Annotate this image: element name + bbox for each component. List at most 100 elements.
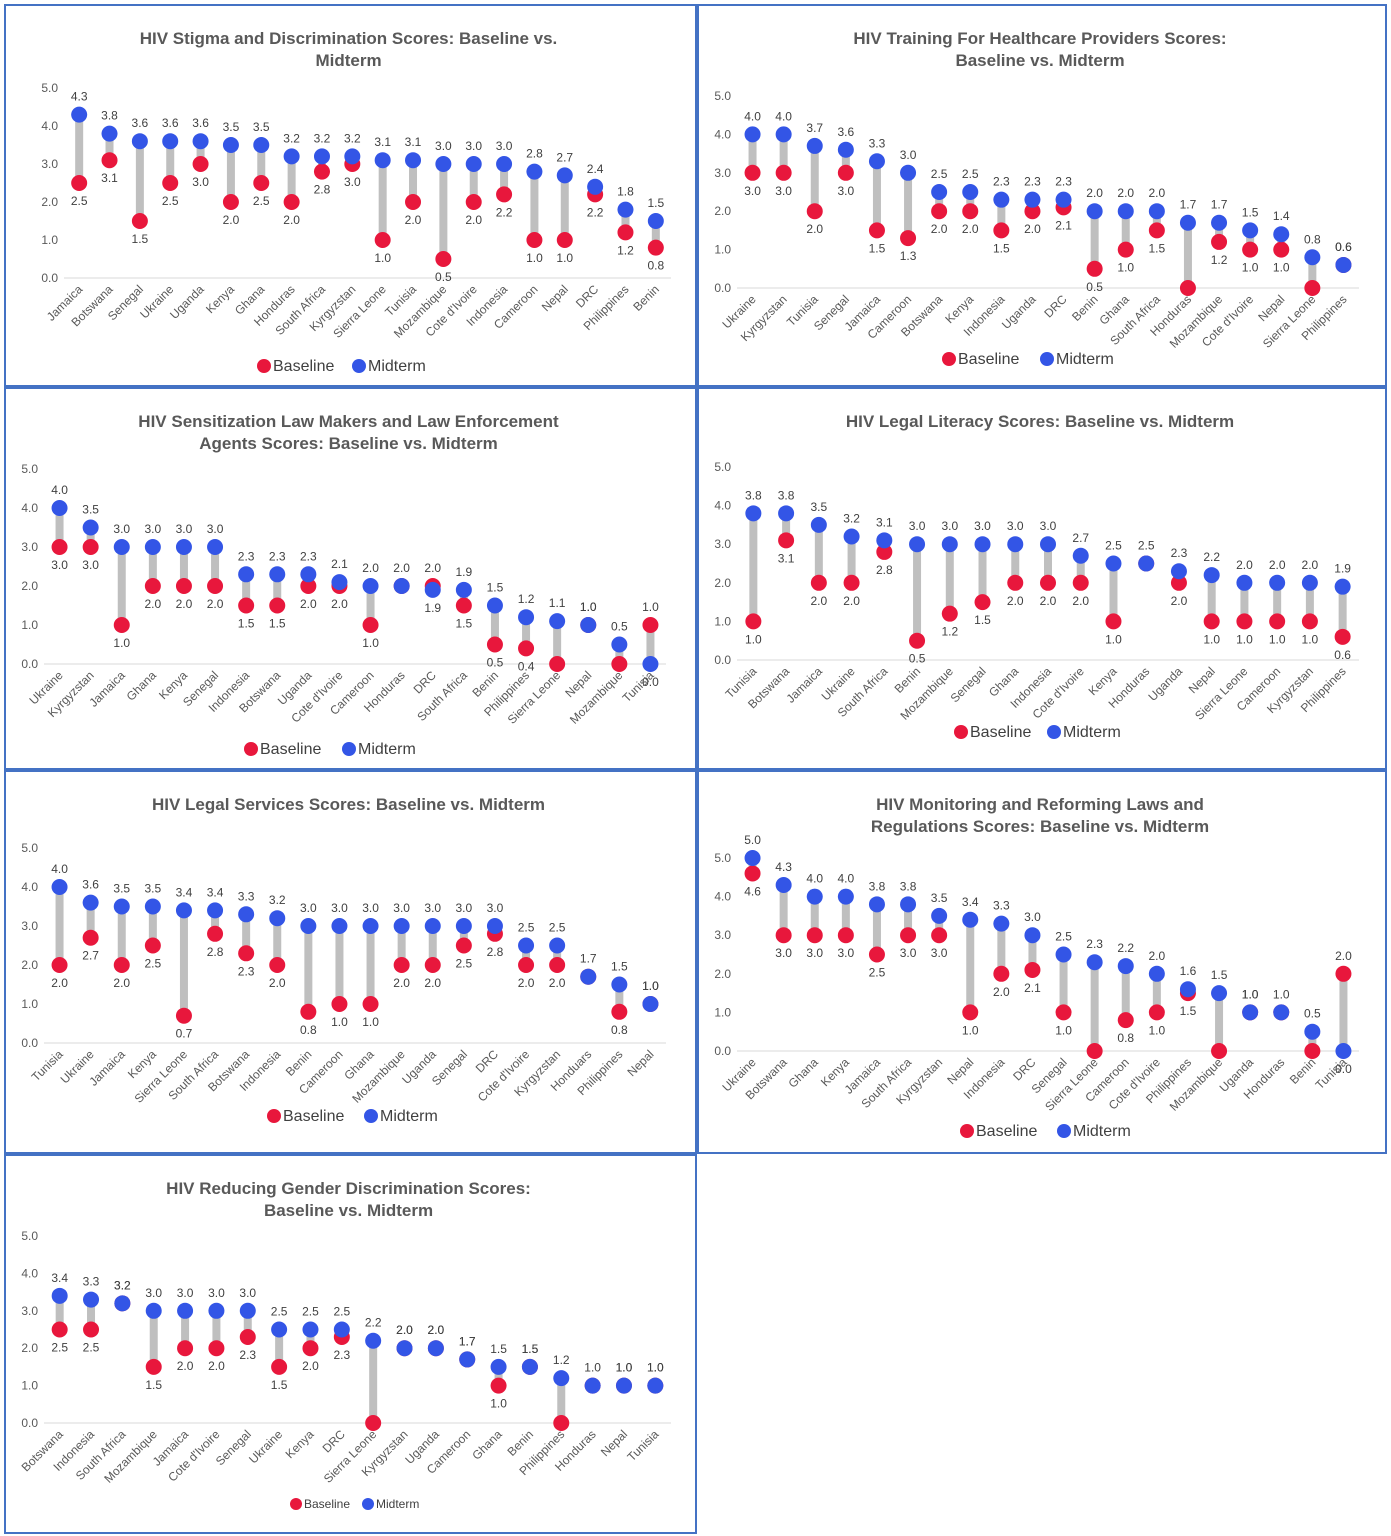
midterm-point: [362, 918, 379, 934]
legend-baseline-label: Baseline: [260, 741, 321, 758]
midterm-point: [647, 213, 664, 229]
baseline-data-label: 2.2: [587, 205, 604, 219]
baseline-point: [302, 1340, 319, 1357]
midterm-data-label: 3.1: [405, 135, 422, 149]
midterm-data-label: 3.0: [145, 522, 162, 536]
midterm-point: [271, 1321, 288, 1338]
baseline-point: [647, 239, 664, 256]
baseline-data-label: 2.0: [424, 561, 441, 575]
baseline-data-label: 2.5: [83, 1341, 100, 1355]
y-tick-label: 1.0: [714, 614, 731, 628]
baseline-data-label: 0.5: [1086, 280, 1103, 294]
baseline-data-label: 3.0: [900, 946, 917, 960]
baseline-data-label: 2.0: [396, 1323, 413, 1337]
midterm-data-label: 3.5: [810, 500, 827, 514]
midterm-data-label: 3.4: [962, 895, 979, 909]
baseline-point: [455, 597, 472, 614]
legend-midterm-marker: [1047, 725, 1061, 739]
y-tick-label: 4.0: [41, 119, 58, 133]
midterm-point: [1273, 1004, 1290, 1021]
baseline-point: [868, 946, 885, 963]
baseline-data-label: 2.8: [314, 183, 331, 197]
baseline-data-label: 2.0: [145, 597, 162, 611]
y-tick-label: 2.0: [714, 204, 731, 218]
midterm-data-label: 3.3: [238, 889, 255, 903]
midterm-point: [837, 141, 854, 158]
midterm-point: [365, 1332, 382, 1349]
chart-panel-training: HIV Training For Healthcare Providers Sc…: [697, 4, 1387, 387]
legend-baseline-marker: [257, 359, 271, 373]
baseline-data-label: 1.5: [522, 1342, 539, 1356]
baseline-data-label: 1.5: [1180, 1004, 1197, 1018]
midterm-data-label: 1.4: [1273, 209, 1290, 223]
baseline-data-label: 2.0: [208, 1359, 225, 1373]
midterm-point: [1334, 578, 1351, 595]
y-tick-label: 0.0: [714, 1044, 731, 1058]
midterm-point: [435, 156, 452, 172]
baseline-data-label: 1.0: [1117, 261, 1134, 275]
midterm-point: [222, 137, 239, 153]
midterm-data-label: 1.7: [1211, 198, 1228, 212]
y-tick-label: 5.0: [21, 462, 38, 476]
y-tick-label: 4.0: [21, 501, 38, 515]
midterm-point: [1055, 191, 1072, 208]
baseline-data-label: 3.2: [114, 1278, 131, 1292]
baseline-point: [162, 175, 179, 191]
y-tick-label: 4.0: [714, 890, 731, 904]
baseline-data-label: 2.1: [1055, 218, 1072, 232]
baseline-data-label: 3.0: [806, 946, 823, 960]
baseline-point: [837, 164, 854, 181]
midterm-data-label: 1.7: [459, 1334, 476, 1348]
midterm-data-label: 1.5: [647, 196, 664, 210]
midterm-point: [455, 581, 472, 598]
baseline-point: [993, 965, 1010, 982]
midterm-data-label: 1.0: [580, 600, 597, 614]
baseline-point: [175, 578, 192, 594]
chart-title: HIV Stigma and Discrimination Scores: Ba…: [140, 29, 558, 48]
y-tick-label: 5.0: [41, 81, 58, 95]
baseline-data-label: 4.6: [744, 884, 761, 898]
baseline-data-label: 3.0: [775, 184, 792, 198]
midterm-point: [300, 566, 317, 583]
midterm-data-label: 3.0: [176, 522, 193, 536]
midterm-data-label: 2.2: [1117, 941, 1134, 955]
baseline-point: [1086, 1043, 1103, 1059]
baseline-data-label: 2.0: [1335, 949, 1352, 963]
midterm-data-label: 2.7: [556, 150, 573, 164]
chart-svg: HIV Training For Healthcare Providers Sc…: [714, 29, 1359, 368]
baseline-data-label: 1.0: [1149, 1023, 1166, 1037]
midterm-point: [1179, 214, 1196, 231]
y-tick-label: 0.0: [21, 1036, 38, 1050]
x-category-label: Senegal: [213, 1427, 254, 1468]
baseline-data-label: 2.0: [223, 213, 240, 227]
baseline-point: [1301, 613, 1318, 630]
baseline-point: [526, 232, 543, 248]
midterm-data-label: 2.0: [1117, 186, 1134, 200]
baseline-data-label: 1.5: [1149, 241, 1166, 255]
y-tick-label: 2.0: [21, 579, 38, 593]
baseline-point: [365, 1415, 382, 1431]
y-tick-label: 4.0: [714, 499, 731, 513]
chart-title: Midterm: [315, 51, 381, 70]
midterm-data-label: 3.3: [993, 899, 1010, 913]
baseline-data-label: 1.5: [456, 617, 473, 631]
midterm-point: [837, 888, 854, 905]
legend-baseline-label: Baseline: [970, 724, 1031, 741]
legend-baseline-marker: [960, 1124, 974, 1138]
baseline-data-label: 2.0: [1072, 594, 1089, 608]
midterm-point: [1242, 1004, 1259, 1021]
midterm-point: [239, 1302, 256, 1319]
y-tick-label: 1.0: [714, 1005, 731, 1019]
midterm-point: [1040, 536, 1056, 553]
baseline-data-label: 2.0: [331, 597, 348, 611]
baseline-point: [101, 152, 118, 169]
midterm-data-label: 2.3: [1171, 546, 1188, 560]
chart-svg: HIV Reducing Gender Discrimination Score…: [19, 1179, 671, 1511]
midterm-data-label: 3.4: [51, 1271, 68, 1285]
baseline-point: [931, 927, 948, 944]
y-tick-label: 3.0: [714, 166, 731, 180]
x-category-label: Uganda: [167, 282, 207, 322]
x-category-label: Ghana: [124, 668, 160, 704]
y-tick-label: 4.0: [21, 1266, 38, 1280]
baseline-data-label: 2.0: [810, 594, 827, 608]
